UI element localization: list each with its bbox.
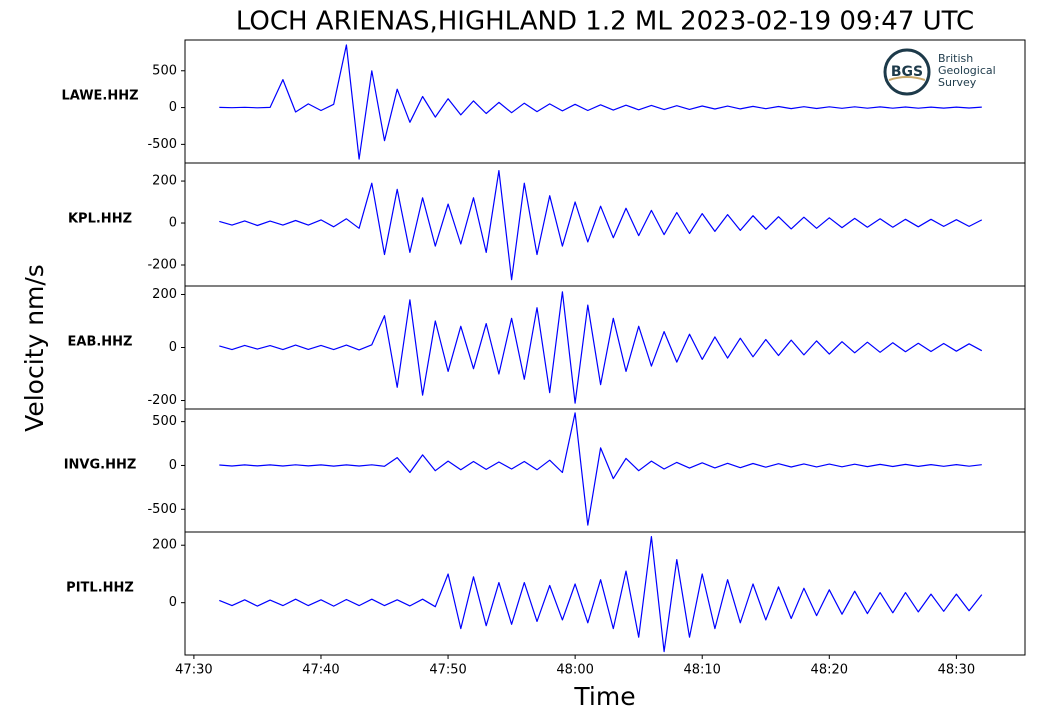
- waveform: [219, 412, 982, 526]
- station-label: LAWE.HHZ: [61, 89, 138, 104]
- y-tick-label: 200: [152, 538, 177, 553]
- waveform: [219, 44, 982, 160]
- logo-text: British: [938, 52, 973, 65]
- y-tick-label: -200: [147, 258, 177, 273]
- y-axis-label: Velocity nm/s: [20, 264, 49, 432]
- logo-wave: [888, 76, 926, 81]
- x-tick-label: 47:40: [302, 663, 339, 678]
- panel-frame: [184, 408, 1026, 533]
- y-tick-label: 200: [152, 287, 177, 302]
- y-tick-label: 500: [152, 63, 177, 78]
- waveform: [219, 170, 983, 281]
- station-label: EAB.HHZ: [68, 335, 133, 350]
- y-tick-label: 0: [169, 100, 177, 115]
- logo-mark: BGS: [891, 64, 923, 80]
- x-tick-label: 48:30: [938, 663, 975, 678]
- x-axis-label: Time: [573, 682, 635, 711]
- panel-frame: [184, 531, 1026, 656]
- station-label: KPL.HHZ: [68, 212, 132, 227]
- x-tick-label: 48:10: [683, 663, 720, 678]
- y-tick-label: 0: [169, 340, 177, 355]
- station-label: INVG.HHZ: [64, 458, 137, 473]
- x-tick-label: 47:30: [175, 663, 212, 678]
- waveform: [219, 536, 983, 653]
- y-tick-label: 500: [152, 414, 177, 429]
- logo-text: Geological: [938, 64, 996, 77]
- y-tick-label: 0: [169, 458, 177, 473]
- logo-ring: [883, 48, 931, 96]
- y-tick-label: 200: [152, 174, 177, 189]
- station-label: PITL.HHZ: [66, 581, 134, 596]
- x-tick-label: 47:50: [429, 663, 466, 678]
- y-tick-label: -200: [147, 393, 177, 408]
- y-tick-label: 0: [169, 595, 177, 610]
- x-tick-label: 48:20: [811, 663, 848, 678]
- y-tick-label: 0: [169, 216, 177, 231]
- y-tick-label: -500: [147, 502, 177, 517]
- chart-title: LOCH ARIENAS,HIGHLAND 1.2 ML 2023-02-19 …: [236, 7, 974, 37]
- logo: BGS British Geological Survey: [883, 48, 996, 96]
- y-tick-label: -500: [147, 137, 177, 152]
- waveform: [219, 291, 983, 404]
- logo-text: Survey: [938, 76, 977, 89]
- x-tick-label: 48:00: [556, 663, 593, 678]
